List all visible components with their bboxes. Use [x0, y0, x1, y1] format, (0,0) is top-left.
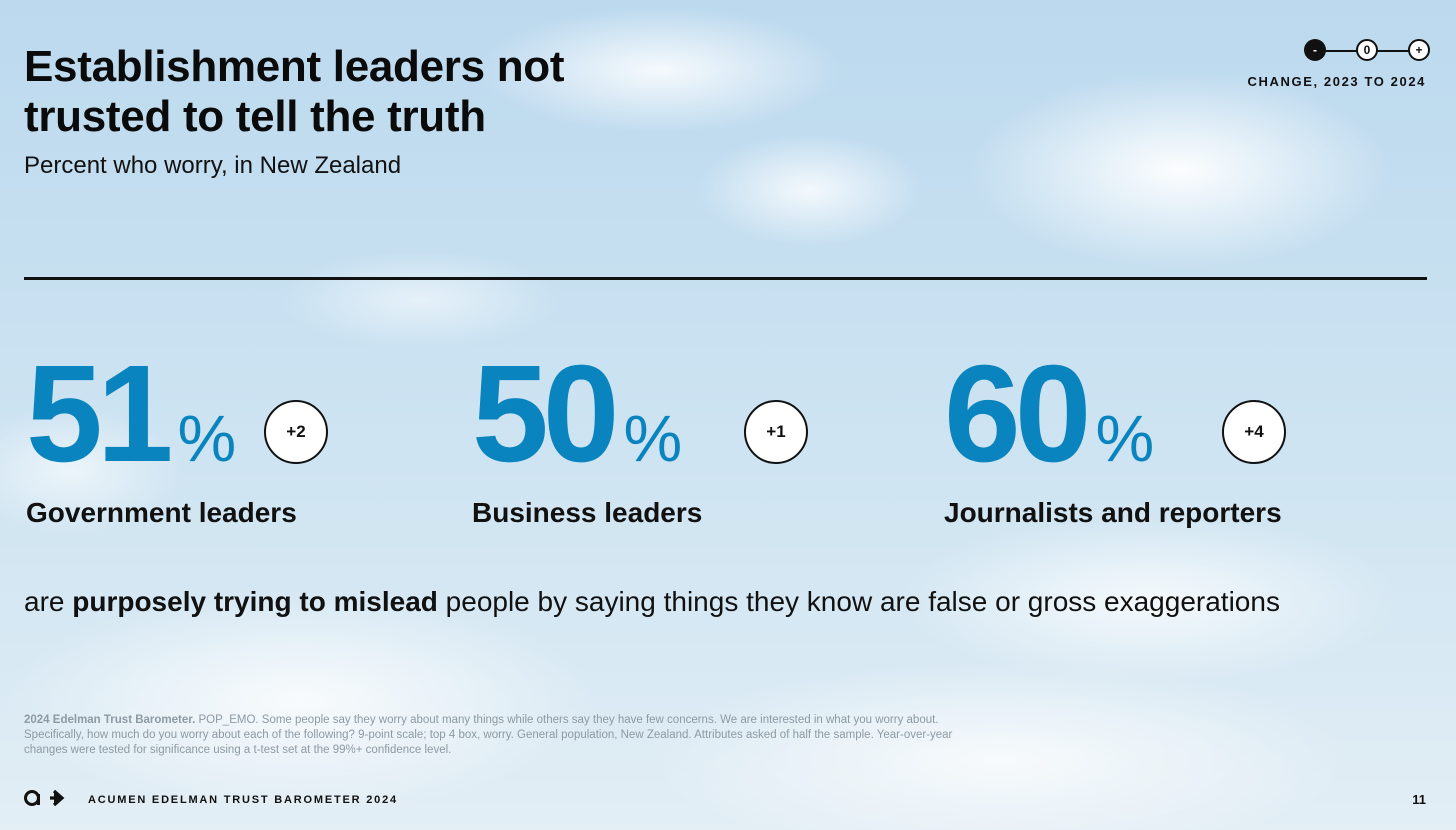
statement-text: are purposely trying to mislead people b… — [24, 586, 1280, 618]
divider-rule — [24, 277, 1427, 280]
legend-plus-icon: + — [1408, 39, 1430, 61]
page-number: 11 — [1412, 792, 1426, 807]
stat-journalists: 60% +4 Journalists and reporters — [944, 337, 1286, 528]
stat-business: 50% +1 Business leaders — [472, 337, 808, 528]
stat-percent: % — [177, 401, 237, 475]
footnote-text: POP_EMO. Some people say they worry abou… — [24, 714, 953, 756]
legend-label: CHANGE, 2023 TO 2024 — [1247, 74, 1426, 89]
stat-percent: % — [623, 401, 683, 475]
footnote: 2024 Edelman Trust Barometer. POP_EMO. S… — [24, 713, 984, 758]
stat-label: Government leaders — [26, 497, 297, 528]
stat-percent: % — [1095, 401, 1155, 475]
legend-zero-icon: 0 — [1356, 39, 1378, 61]
change-legend: - 0 + CHANGE, 2023 TO 2024 — [1226, 38, 1430, 98]
slide-title: Establishment leaders not trusted to tel… — [24, 42, 565, 141]
stat-value: 60 — [944, 337, 1091, 491]
slide-subtitle: Percent who worry, in New Zealand — [24, 152, 402, 179]
stat-change-badge: +1 — [744, 400, 808, 464]
stat-label: Business leaders — [472, 497, 703, 528]
stat-value: 50 — [472, 337, 619, 491]
stat-value: 51 — [26, 337, 173, 491]
statement-emphasis: purposely trying to mislead — [72, 586, 438, 617]
statement-prefix: are — [24, 586, 73, 617]
stat-government: 51% +2 Government leaders — [26, 337, 328, 528]
edelman-logo-icon — [24, 789, 65, 807]
legend-minus-icon: - — [1304, 39, 1326, 61]
footnote-source: 2024 Edelman Trust Barometer. — [24, 714, 196, 726]
stat-change-badge: +4 — [1222, 400, 1286, 464]
stat-label: Journalists and reporters — [944, 497, 1282, 528]
statement-suffix: people by saying things they know are fa… — [437, 586, 1280, 617]
footer-brand: ACUMEN EDELMAN TRUST BAROMETER 2024 — [88, 794, 398, 806]
stat-change-badge: +2 — [264, 400, 328, 464]
